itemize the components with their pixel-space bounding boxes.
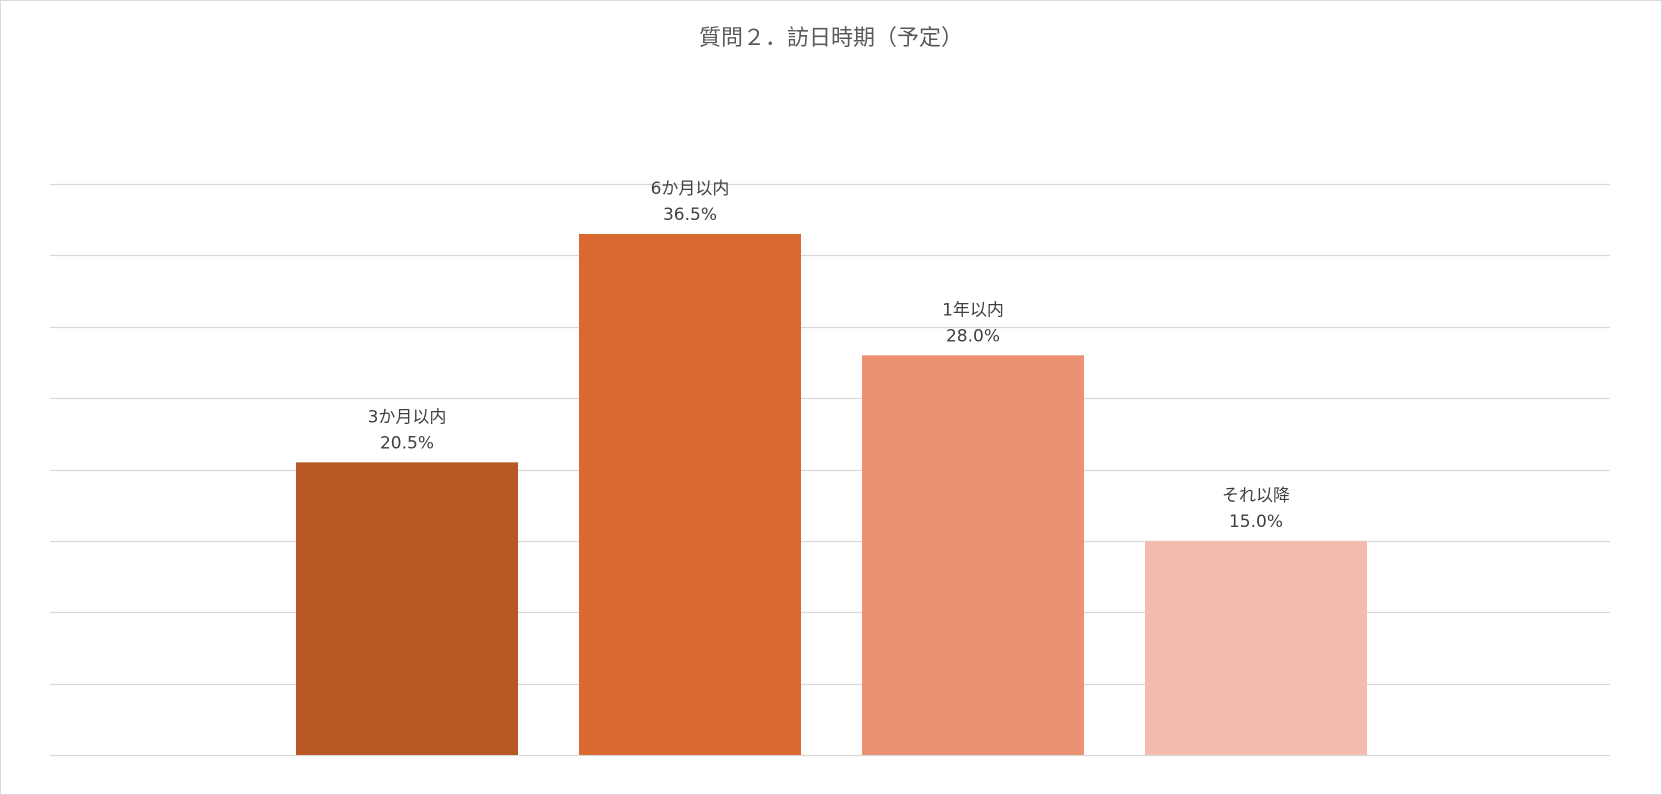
bar-1 <box>296 462 518 755</box>
data-label-value: 15.0% <box>1229 512 1283 532</box>
data-label-category: 6か月以内 <box>651 179 730 199</box>
data-labels: 3か月以内 20.5% 6か月以内 36.5% 1年以内 28.0% それ以降 15.0% <box>368 179 1290 532</box>
gridlines <box>50 183 1610 757</box>
data-label-value: 20.5% <box>380 433 434 453</box>
data-label-value: 28.0% <box>946 326 1000 346</box>
data-label-category: それ以降 <box>1222 486 1290 506</box>
chart-title: 質問２．訪日時期（予定） <box>698 26 963 51</box>
data-label-category: 1年以内 <box>942 300 1004 320</box>
bar-series <box>296 233 1367 755</box>
data-label-category: 3か月以内 <box>368 407 447 427</box>
bar-4 <box>1145 540 1367 755</box>
data-label-value: 36.5% <box>663 205 717 225</box>
bar-2 <box>579 233 801 755</box>
bar-3 <box>862 355 1084 755</box>
